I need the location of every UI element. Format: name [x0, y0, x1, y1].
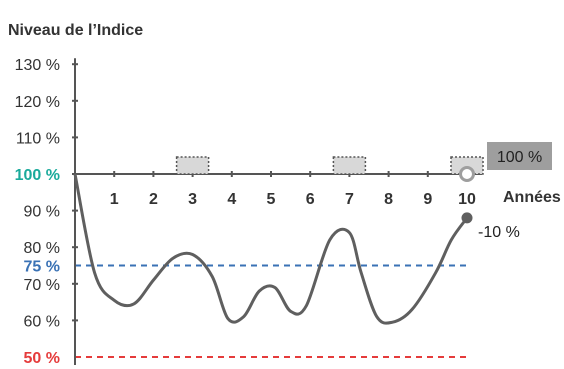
series-end-point	[461, 212, 473, 224]
x-tick-label: 1	[110, 191, 119, 208]
axes	[74, 58, 482, 365]
chart-title: Niveau de l’Indice	[8, 22, 143, 39]
x-tick-label: 2	[149, 191, 158, 208]
x-tick-label: 3	[188, 191, 197, 208]
x-tick-label: 7	[345, 191, 354, 208]
reference-lines: 100 % 75 % 50 %	[15, 167, 469, 367]
observation-box-year-7	[332, 156, 367, 175]
x-tick-label: 8	[384, 191, 393, 208]
reference-line-label-100: 100 %	[15, 167, 60, 184]
y-tick-label: 110 %	[16, 130, 60, 147]
reference-line-label-75: 75 %	[24, 259, 60, 276]
x-tick-label: 6	[306, 191, 315, 208]
x-axis-label: Années	[503, 189, 561, 206]
x-axis-ticks: 1 2 3 4 5 6 7 8 9 10	[110, 171, 476, 208]
annotation-label: 100 %	[497, 149, 542, 166]
reference-line-label-50: 50 %	[24, 350, 60, 367]
x-tick-label: 9	[423, 191, 432, 208]
y-tick-label: 120 %	[15, 94, 60, 111]
y-tick-label: 80 %	[24, 240, 60, 257]
annotation-box	[487, 142, 552, 170]
annotations-group: 100 % -10 %	[459, 142, 552, 241]
observation-dates	[175, 156, 484, 175]
y-tick-label: 60 %	[24, 313, 60, 330]
observation-box-year-3	[175, 156, 210, 175]
y-axis-ticks: 130 % 120 % 110 % 90 % 80 % 70 % 60 %	[15, 57, 78, 330]
final-observation-marker	[459, 166, 475, 182]
y-tick-label: 70 %	[24, 277, 60, 294]
x-tick-label: 5	[267, 191, 276, 208]
x-tick-label: 10	[458, 191, 476, 208]
annotation-label: -10 %	[478, 224, 520, 241]
series-group	[73, 173, 473, 325]
y-tick-label: 130 %	[15, 57, 60, 74]
y-tick-label: 90 %	[24, 204, 60, 221]
x-tick-label: 4	[227, 191, 236, 208]
series-line-0	[73, 173, 469, 325]
